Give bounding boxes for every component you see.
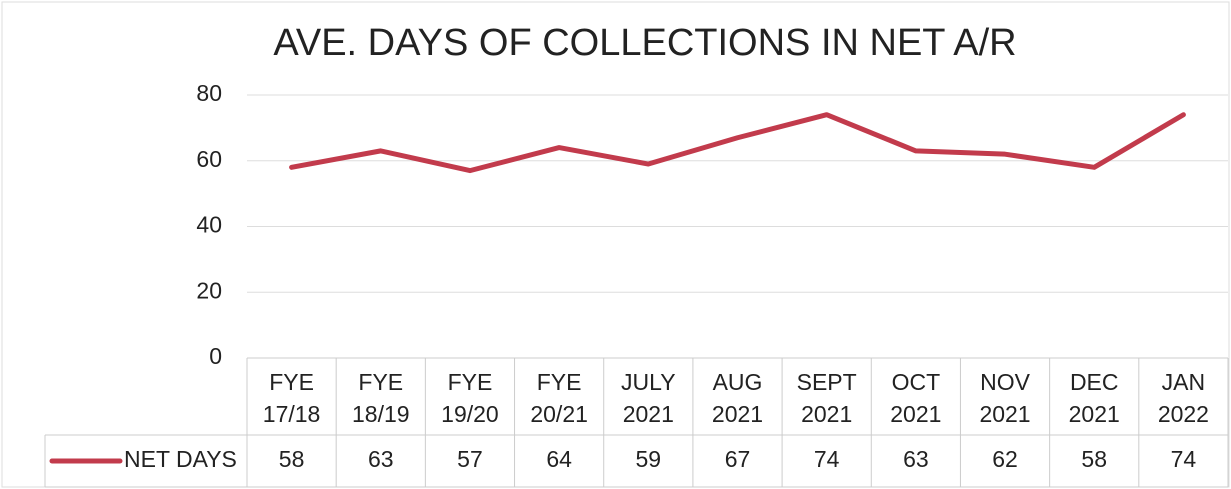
table-value: 58 <box>1081 446 1107 472</box>
x-tick-label: OCT 2021 <box>890 369 942 427</box>
table-value: 64 <box>546 446 572 472</box>
table-value: 58 <box>279 446 305 472</box>
x-tick-label: AUG 2021 <box>711 369 764 427</box>
table-value: 74 <box>1171 446 1197 472</box>
x-tick-label: NOV 2021 <box>979 369 1031 427</box>
table-value: 62 <box>992 446 1018 472</box>
table-value: 57 <box>457 446 483 472</box>
y-tick-label: 40 <box>196 212 222 238</box>
legend-label: NET DAYS <box>124 446 237 472</box>
x-tick-label: JULY 2021 <box>621 369 676 427</box>
x-tick-label: FYE 19/20 <box>441 369 499 427</box>
x-tick-label: DEC 2021 <box>1068 369 1120 427</box>
data-line <box>289 112 1186 174</box>
table-value: 67 <box>725 446 751 472</box>
table-value: 63 <box>368 446 394 472</box>
table-value: 74 <box>814 446 840 472</box>
y-tick-label: 80 <box>196 80 222 106</box>
y-tick-label: 20 <box>196 277 222 303</box>
x-tick-label: SEPT 2021 <box>796 369 857 427</box>
y-tick-label: 0 <box>209 343 222 369</box>
x-tick-label: FYE 17/18 <box>262 369 321 427</box>
x-tick-label: FYE 20/21 <box>530 369 588 427</box>
x-tick-label: FYE 18/19 <box>351 369 410 427</box>
chart-title: AVE. DAYS OF COLLECTIONS IN NET A/R <box>273 22 1016 64</box>
table-value: 59 <box>636 446 662 472</box>
x-tick-label: JAN 2022 <box>1157 369 1209 427</box>
y-tick-label: 60 <box>196 146 222 172</box>
table-value: 63 <box>903 446 929 472</box>
